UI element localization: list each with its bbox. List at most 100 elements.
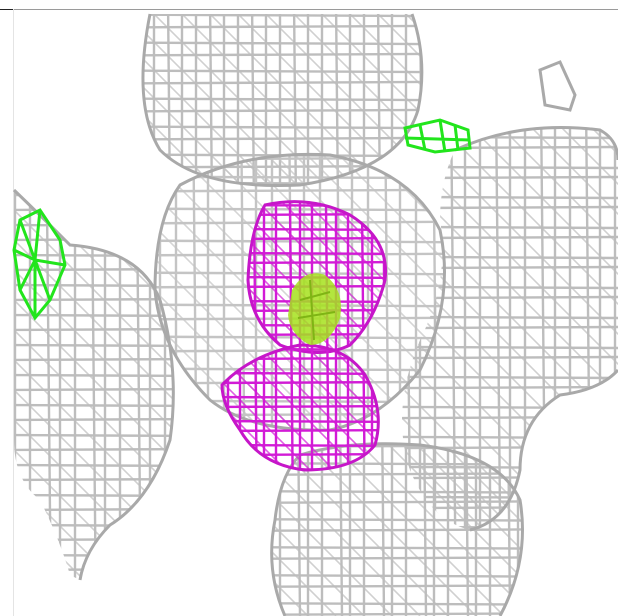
mesh-diagonal	[167, 14, 422, 186]
mesh-diagonal	[248, 201, 386, 353]
mesh-diagonal	[271, 443, 449, 616]
negative-difference-upper-outline	[246, 200, 388, 354]
mesh-line	[142, 135, 422, 142]
mesh-line	[402, 253, 618, 260]
mesh-line	[216, 0, 222, 616]
negative-difference-lower-outline	[220, 343, 380, 472]
mesh-line	[402, 433, 618, 440]
mesh-diagonal	[155, 154, 445, 431]
mesh-diagonal	[73, 190, 174, 580]
mesh-line	[576, 0, 582, 616]
mesh-line	[0, 0, 6, 616]
mesh-line	[126, 0, 132, 616]
mesh-line	[190, 154, 200, 431]
mesh-line	[402, 145, 618, 152]
mesh-line	[0, 0, 6, 616]
viewer-left-border	[13, 9, 14, 616]
mesh-line	[222, 355, 379, 362]
mesh-line	[225, 0, 231, 616]
mesh-line	[248, 211, 386, 218]
mesh-diagonal	[608, 0, 618, 616]
mesh-line	[402, 193, 618, 200]
mesh-diagonal	[402, 127, 618, 530]
mesh-diagonal	[14, 190, 174, 580]
mesh-line	[14, 283, 174, 290]
mesh-diagonal	[271, 443, 393, 616]
mesh-line	[14, 523, 174, 530]
mesh-line	[222, 403, 379, 410]
mesh-line	[238, 154, 248, 431]
mesh-diagonal	[0, 0, 24, 616]
mesh-diagonal	[248, 201, 386, 353]
mesh-diagonal	[155, 154, 445, 431]
mesh-line	[250, 14, 260, 186]
mesh-diagonal	[536, 0, 618, 616]
mesh-diagonal	[155, 154, 257, 431]
mesh-line	[142, 23, 422, 30]
mesh-line	[14, 373, 174, 380]
mesh-diagonal	[14, 190, 174, 580]
mesh-diagonal	[608, 0, 618, 616]
mesh-line	[271, 583, 523, 590]
mesh-diagonal	[222, 345, 379, 470]
mesh-line	[36, 0, 42, 616]
mesh-line	[222, 427, 379, 434]
mesh-diagonal	[279, 14, 422, 186]
mesh-diagonal	[553, 127, 618, 530]
mesh-line	[334, 443, 344, 616]
mesh-line	[402, 163, 618, 170]
mesh-diagonal	[14, 190, 174, 580]
mesh-diagonal	[14, 190, 151, 580]
mesh-line	[402, 295, 618, 302]
viewer-corner-mark	[0, 9, 14, 10]
mesh-line	[402, 385, 618, 392]
mesh-line	[155, 174, 445, 181]
mesh-line	[0, 0, 6, 616]
mesh-diagonal	[142, 14, 422, 186]
mesh-line	[142, 163, 422, 170]
mesh-line	[248, 235, 386, 242]
mesh-line	[418, 443, 428, 616]
mesh-line	[248, 259, 386, 266]
mesh-line	[36, 0, 42, 616]
mesh-line	[576, 0, 582, 616]
mesh-line	[546, 0, 552, 616]
mesh-line	[576, 0, 582, 616]
mesh-diagonal	[0, 0, 48, 616]
positive-difference-top-right	[403, 118, 472, 154]
mesh-line	[155, 366, 445, 373]
mesh-line	[0, 0, 6, 616]
mesh-line	[133, 190, 143, 580]
mesh-diagonal	[0, 0, 24, 616]
mesh-line	[546, 0, 552, 616]
mesh-line	[402, 445, 618, 452]
mesh-line	[222, 345, 224, 470]
mesh-diagonal	[536, 0, 618, 616]
mesh-line	[155, 238, 445, 245]
mesh-line	[142, 107, 422, 114]
mesh-line	[142, 14, 422, 19]
mesh-diagonal	[223, 14, 422, 186]
mesh-line	[155, 187, 445, 194]
mesh-line	[225, 0, 231, 616]
mesh-diagonal	[155, 154, 445, 431]
mesh-line	[402, 355, 618, 362]
mesh-diagonal	[14, 190, 174, 580]
mesh-line	[14, 403, 174, 410]
mesh-line	[14, 313, 174, 320]
mesh-line	[155, 411, 445, 418]
mesh-line	[402, 313, 618, 320]
mesh-line	[14, 493, 174, 500]
mesh-line	[271, 555, 523, 562]
mesh-line	[292, 14, 302, 186]
mesh-diagonal	[195, 14, 422, 186]
mesh-line	[155, 398, 445, 405]
mesh-diagonal	[271, 443, 421, 616]
mesh-line	[402, 343, 618, 350]
mesh-line	[402, 463, 618, 470]
mesh-diagonal	[0, 0, 270, 616]
mesh-line	[271, 527, 523, 534]
